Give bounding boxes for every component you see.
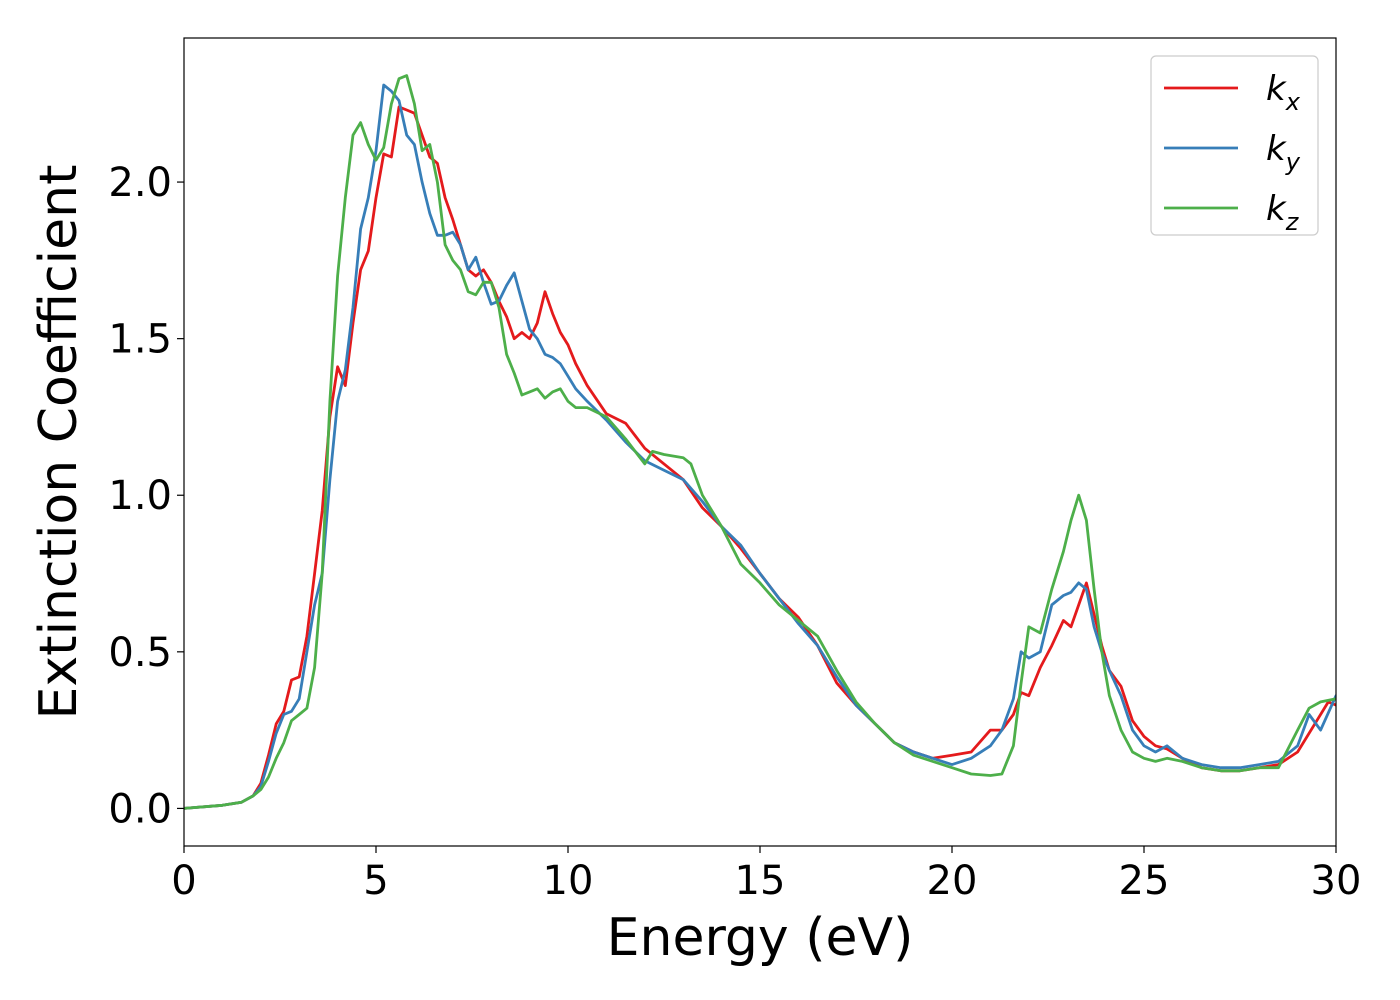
x-tick-label: 20: [927, 858, 978, 904]
y-tick-label: 0.0: [108, 786, 172, 832]
series-line-x: [184, 105, 1336, 810]
legend-label-subscript: x: [1285, 88, 1301, 116]
y-tick-label: 0.5: [108, 630, 172, 676]
x-tick-label: 10: [543, 858, 594, 904]
x-tick-label: 15: [735, 858, 786, 904]
plot-area: [184, 38, 1336, 846]
y-tick-label: 1.5: [108, 317, 172, 363]
legend-label-main: k: [1266, 129, 1287, 169]
x-tick-label: 25: [1119, 858, 1170, 904]
series-line-z: [184, 74, 1336, 810]
legend-label-z: kz: [1266, 189, 1300, 236]
legend-box: [1150, 55, 1319, 236]
x-tick-label: 0: [171, 858, 196, 904]
legend-label-subscript: y: [1285, 148, 1301, 176]
y-tick-label: 2.0: [108, 160, 172, 206]
legend-label-main: k: [1266, 189, 1287, 229]
y-axis-title: Extinction Coefficient: [29, 165, 89, 720]
x-axis-title: Energy (eV): [607, 908, 914, 968]
x-tick-label: 30: [1311, 858, 1362, 904]
legend-label-y: ky: [1266, 129, 1301, 176]
x-axis: 0 5 10 15 20 25 30: [171, 846, 1361, 904]
y-axis: 0.0 0.5 1.0 1.5 2.0: [108, 160, 184, 832]
legend-label-x: kx: [1266, 69, 1301, 116]
series-layer: [184, 74, 1336, 810]
x-tick-label: 5: [363, 858, 388, 904]
legend-label-main: k: [1266, 69, 1287, 109]
y-tick-label: 1.0: [108, 473, 172, 519]
legend-label-subscript: z: [1285, 208, 1300, 236]
